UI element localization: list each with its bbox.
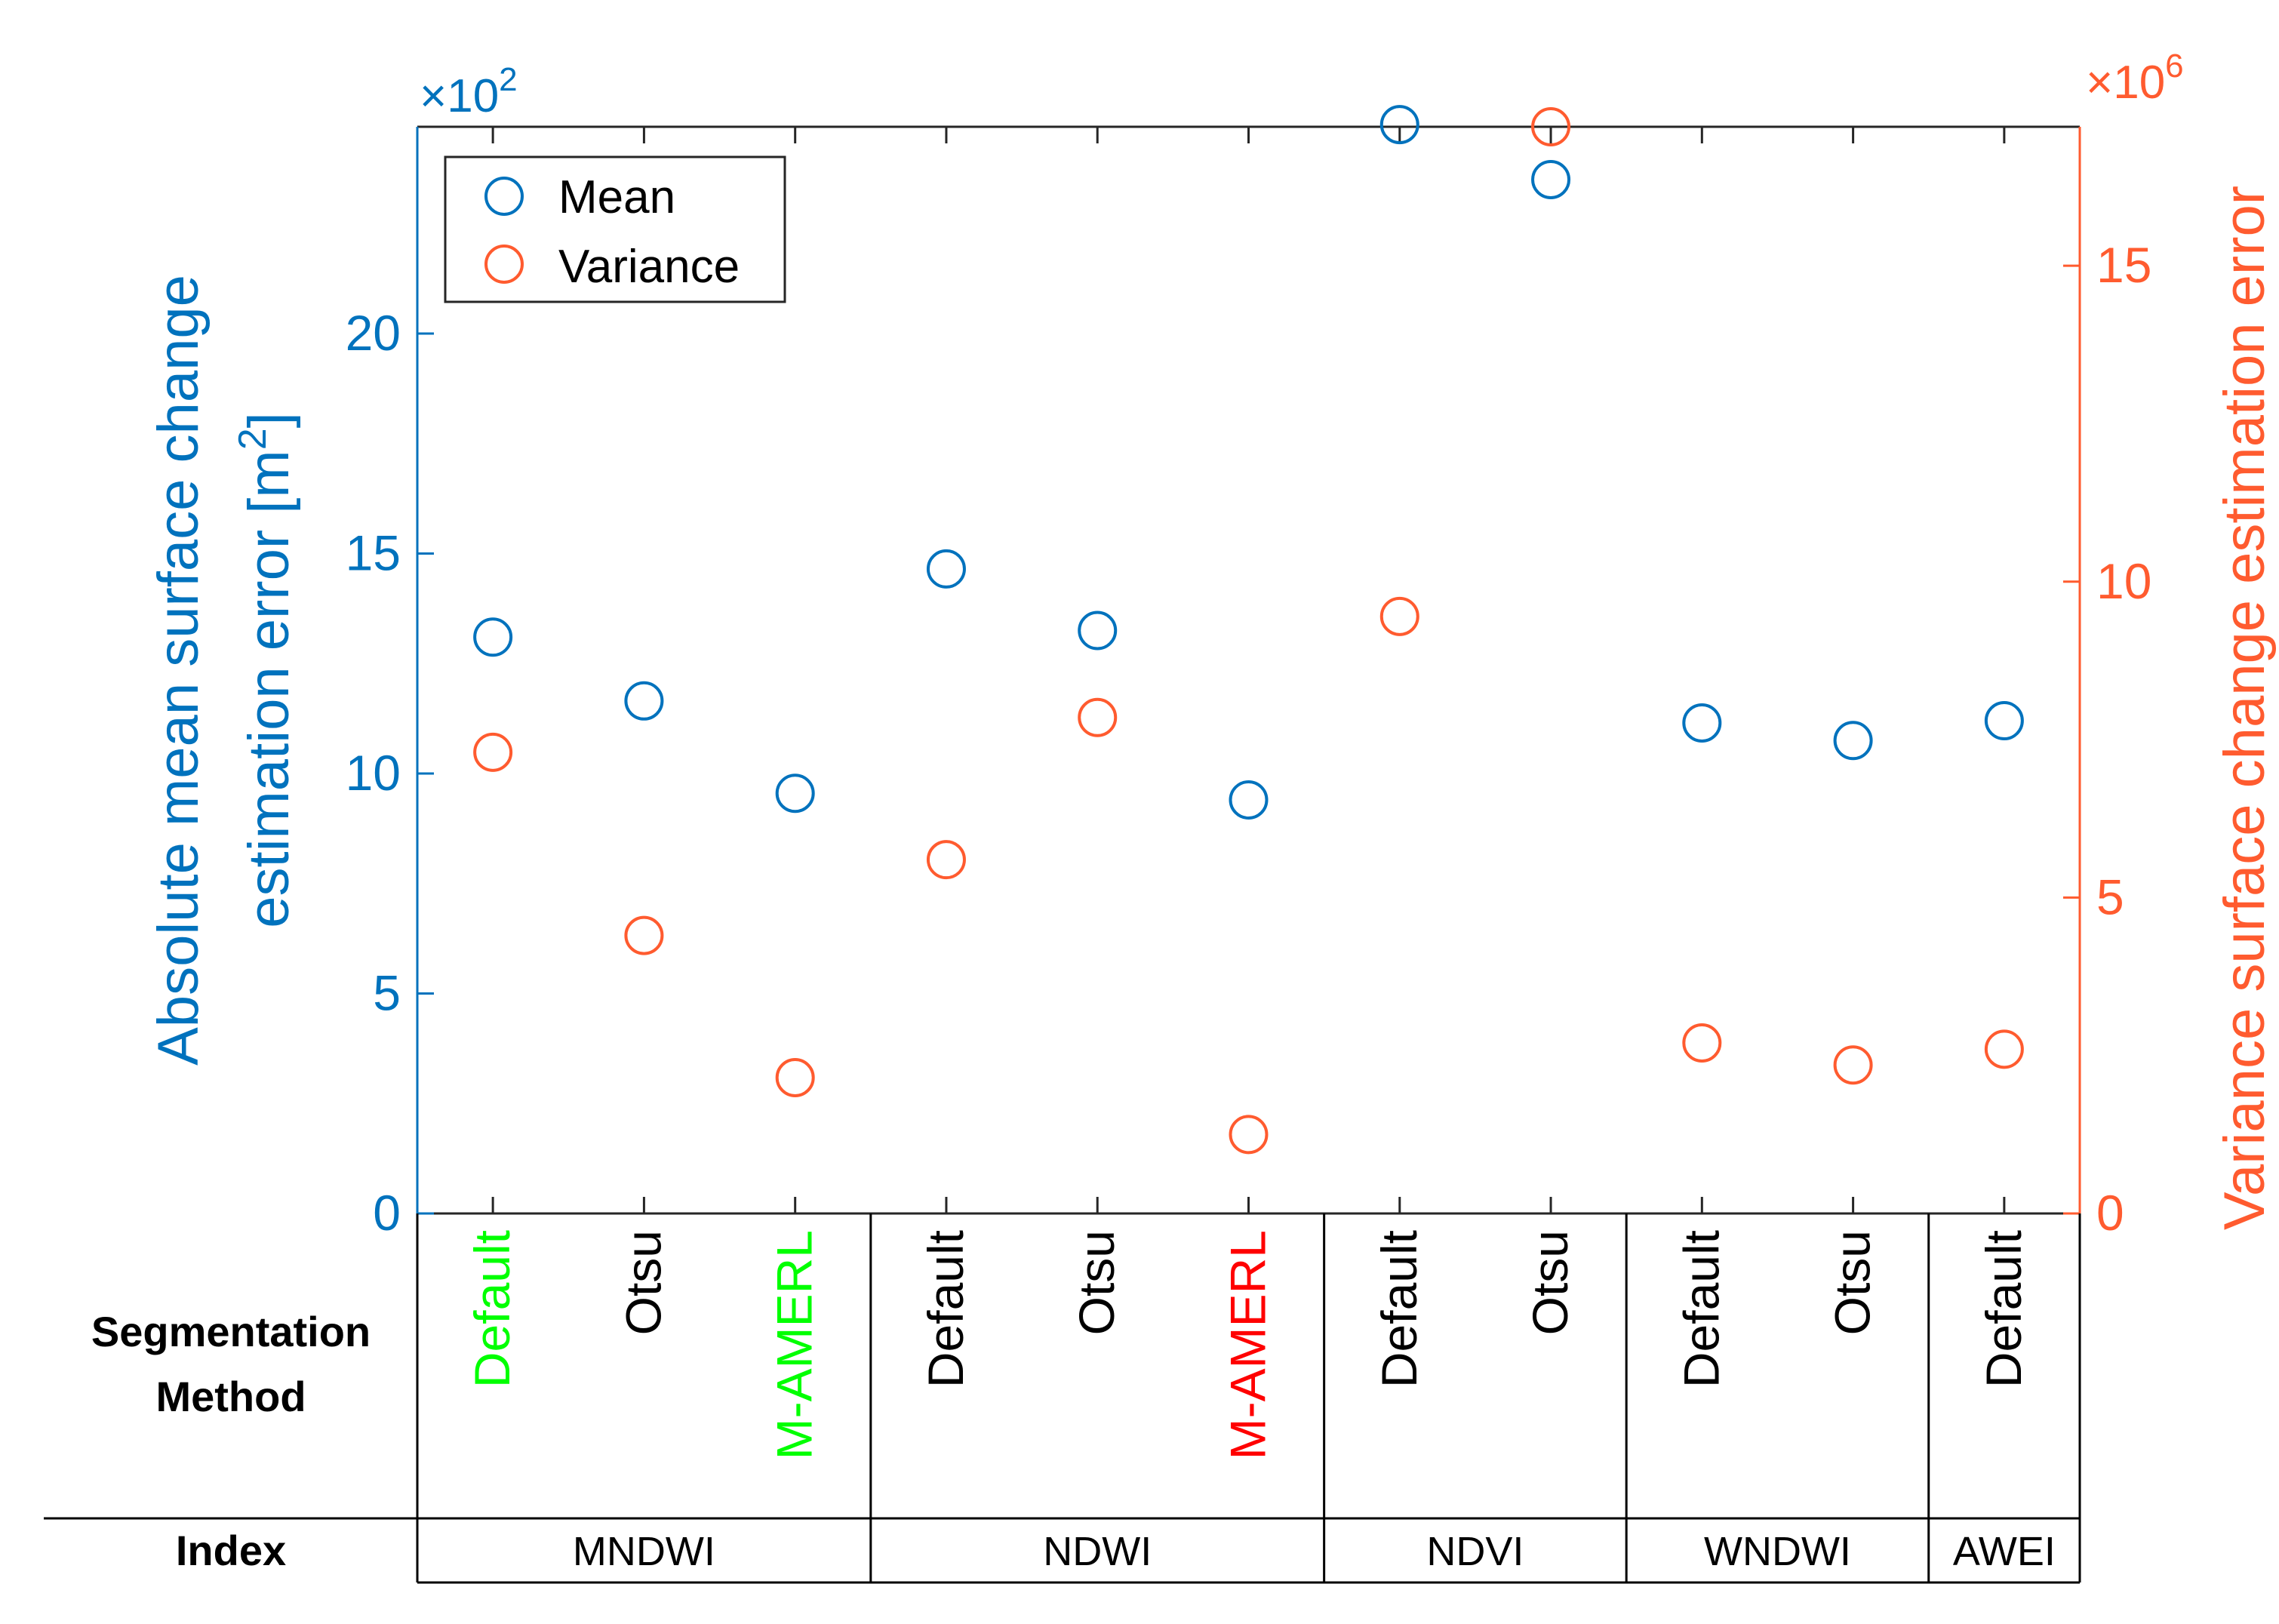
category-label: Default (1371, 1230, 1427, 1388)
index-group-label: AWEI (1953, 1529, 2056, 1574)
segmentation-method-line1: Segmentation (91, 1308, 371, 1355)
right-axis-ticks: 0 5 10 15 (2063, 237, 2151, 1241)
index-group-label: NDVI (1426, 1529, 1524, 1574)
legend-variance-label: Variance (558, 241, 740, 293)
legend-mean-label: Mean (558, 171, 675, 223)
mean-point (1682, 703, 1722, 743)
left-multiplier-exp: 2 (499, 61, 517, 98)
variance-point (1833, 1045, 1873, 1085)
variance-point (775, 1058, 815, 1097)
category-label: Default (1673, 1230, 1729, 1388)
legend-variance-marker (484, 245, 524, 284)
left-axis-label-end: ] (237, 412, 301, 428)
index-group-label: NDWI (1043, 1529, 1152, 1574)
right-axis-label: Variance surface change estimation error (2213, 186, 2277, 1230)
data-markers (473, 105, 2024, 1155)
category-label: Otsu (1825, 1230, 1881, 1335)
right-axis-multiplier: ×106 (2086, 48, 2184, 109)
left-axis-ticks: 0 5 10 15 20 (346, 305, 434, 1241)
mean-point (1833, 721, 1873, 761)
legend-mean-marker (484, 177, 524, 216)
left-tick-label: 5 (373, 965, 401, 1021)
left-multiplier-base: ×10 (420, 70, 499, 122)
category-label: Default (918, 1230, 973, 1388)
mean-point (1984, 701, 2024, 741)
index-label: Index (176, 1527, 286, 1574)
right-tick-label: 10 (2096, 553, 2151, 609)
left-axis-label-text: estimation error [m (237, 450, 301, 928)
left-axis-label-line2: estimation error [m2] (231, 412, 301, 928)
segmentation-method-line2: Method (155, 1373, 306, 1420)
category-label: Otsu (1069, 1230, 1124, 1335)
right-multiplier-exp: 6 (2165, 48, 2183, 85)
variance-point (1229, 1115, 1269, 1155)
group-dividers (869, 1213, 1930, 1582)
legend-box (444, 155, 786, 303)
right-multiplier-base: ×10 (2086, 57, 2165, 109)
category-label: M-AMERL (767, 1230, 823, 1459)
mean-point (775, 774, 815, 814)
variance-point (1531, 107, 1571, 146)
mean-point (624, 681, 664, 721)
segmentation-method-label: Segmentation Method (91, 1308, 371, 1420)
variance-point (1682, 1023, 1722, 1063)
legend: Mean Variance (444, 155, 786, 303)
right-tick-label: 5 (2096, 869, 2124, 924)
left-tick-label: 0 (373, 1185, 401, 1241)
right-tick-label: 15 (2096, 237, 2151, 293)
category-label: Otsu (615, 1230, 671, 1335)
mean-point (1379, 105, 1419, 145)
index-group-label: MNDWI (573, 1529, 715, 1574)
variance-point (473, 732, 513, 772)
mean-point (1078, 611, 1118, 651)
category-labels: Default Otsu M-AMERL Default Otsu M-AMERL Defa… (464, 1230, 2031, 1459)
left-axis-label: Absolute mean surface change (146, 275, 211, 1066)
mean-point (473, 617, 513, 657)
variance-point (1984, 1029, 2024, 1069)
mean-point (1531, 159, 1571, 199)
left-axis-label-sup: 2 (231, 428, 275, 450)
x-axis-ticks (491, 127, 2006, 1213)
right-tick-label: 0 (2096, 1185, 2124, 1241)
index-group-label: WNDWI (1704, 1529, 1851, 1574)
category-label: Otsu (1522, 1230, 1578, 1335)
left-tick-label: 15 (346, 525, 401, 581)
left-axis-multiplier: ×102 (420, 61, 518, 122)
variance-point (1078, 697, 1118, 737)
left-tick-label: 20 (346, 305, 401, 361)
mean-point (926, 549, 966, 589)
mean-point (1229, 780, 1269, 820)
variance-point (1379, 596, 1419, 636)
index-group-labels: MNDWI NDWI NDVI WNDWI AWEI (573, 1529, 2056, 1574)
category-label: Default (464, 1230, 520, 1388)
variance-point (926, 840, 966, 880)
variance-point (624, 915, 664, 955)
category-label: M-AMERL (1220, 1230, 1276, 1459)
left-tick-label: 10 (346, 745, 401, 801)
category-label: Default (1976, 1230, 2031, 1388)
